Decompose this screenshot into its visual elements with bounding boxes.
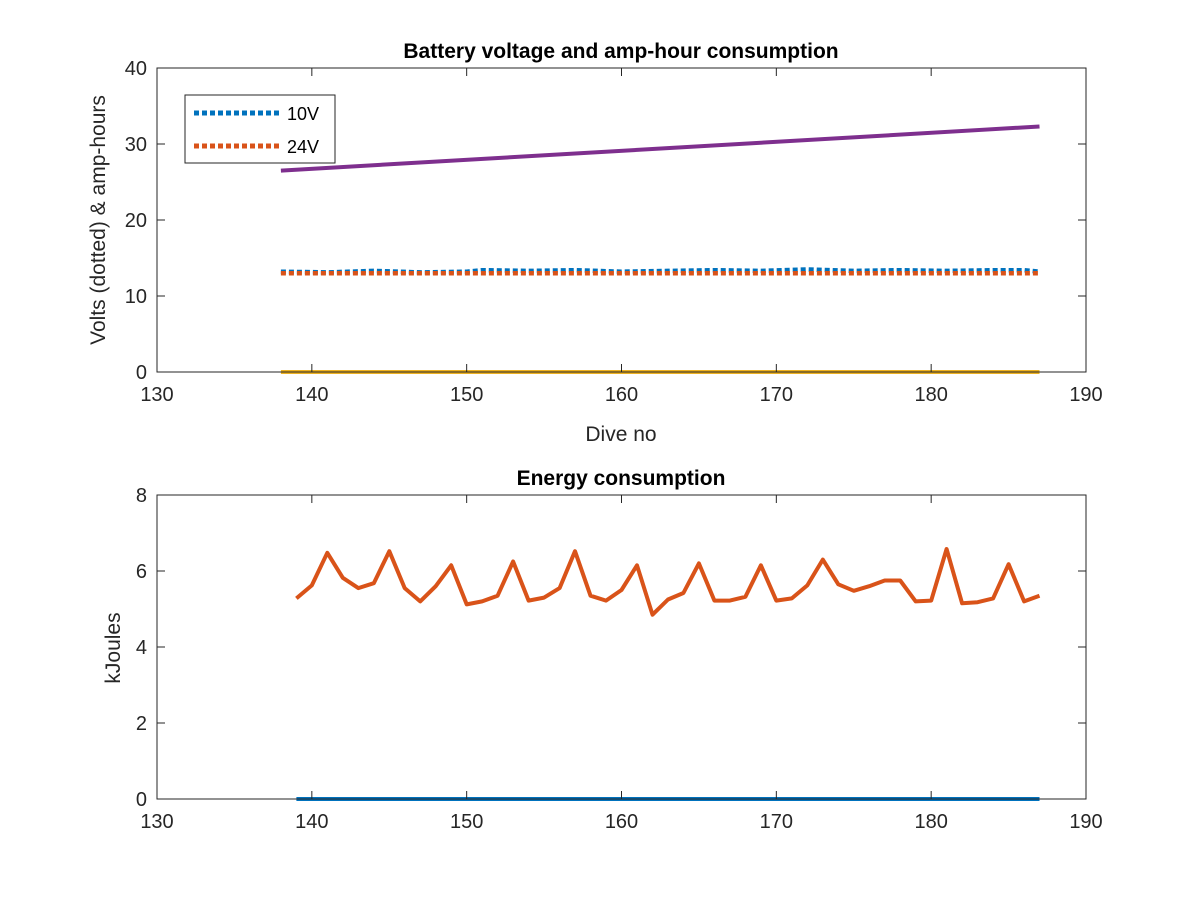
x-tick-label: 190 (1069, 384, 1102, 406)
y-tick-label: 4 (136, 637, 147, 659)
y-tick-label: 8 (136, 485, 147, 507)
legend: 10V 24V (184, 94, 336, 164)
legend-label-24v: 24V (287, 137, 319, 157)
x-axis-label: Dive no (585, 423, 656, 446)
tick-labels: 130 140 150 160 170 180 190 0 10 20 30 40 (125, 58, 1103, 406)
x-tick-label: 170 (760, 811, 793, 833)
x-tick-label: 180 (914, 811, 947, 833)
y-tick-label: 10 (125, 286, 147, 308)
x-tick-label: 160 (605, 811, 638, 833)
y-tick-label: 30 (125, 134, 147, 156)
axes-frame (156, 494, 1087, 800)
x-tick-label: 150 (450, 811, 483, 833)
series-line-2 (280, 124, 1040, 173)
y-tick-label: 20 (125, 210, 147, 232)
x-tick-label: 160 (605, 384, 638, 406)
chart-title: Battery voltage and amp-hour consumption (403, 40, 838, 63)
y-tick-label: 40 (125, 58, 147, 80)
x-tick-label: 140 (295, 384, 328, 406)
series-line-1 (295, 547, 1041, 617)
x-tick-label: 130 (140, 811, 173, 833)
x-tick-label: 150 (450, 384, 483, 406)
legend-label-10v: 10V (287, 104, 319, 124)
x-tick-label: 190 (1069, 811, 1102, 833)
x-tick-label: 170 (760, 384, 793, 406)
y-tick-label: 0 (136, 789, 147, 811)
legend-box (184, 94, 336, 164)
chart-title: Energy consumption (517, 467, 726, 490)
x-tick-label: 140 (295, 811, 328, 833)
y-axis-label: Volts (dotted) & amp-hours (87, 95, 110, 345)
voltage-amphour-axes: Battery voltage and amp-hour consumption… (87, 40, 1103, 446)
tick-labels: 130 140 150 160 170 180 190 0 2 4 6 8 (136, 485, 1103, 833)
y-tick-label: 2 (136, 713, 147, 735)
axes-frame (156, 67, 1087, 373)
y-tick-label: 6 (136, 561, 147, 583)
y-axis-label: kJoules (102, 612, 125, 683)
x-tick-label: 130 (140, 384, 173, 406)
x-tick-label: 180 (914, 384, 947, 406)
y-tick-label: 0 (136, 362, 147, 384)
energy-axes: Energy consumption kJoules 130 140 150 160 1… (102, 467, 1103, 833)
